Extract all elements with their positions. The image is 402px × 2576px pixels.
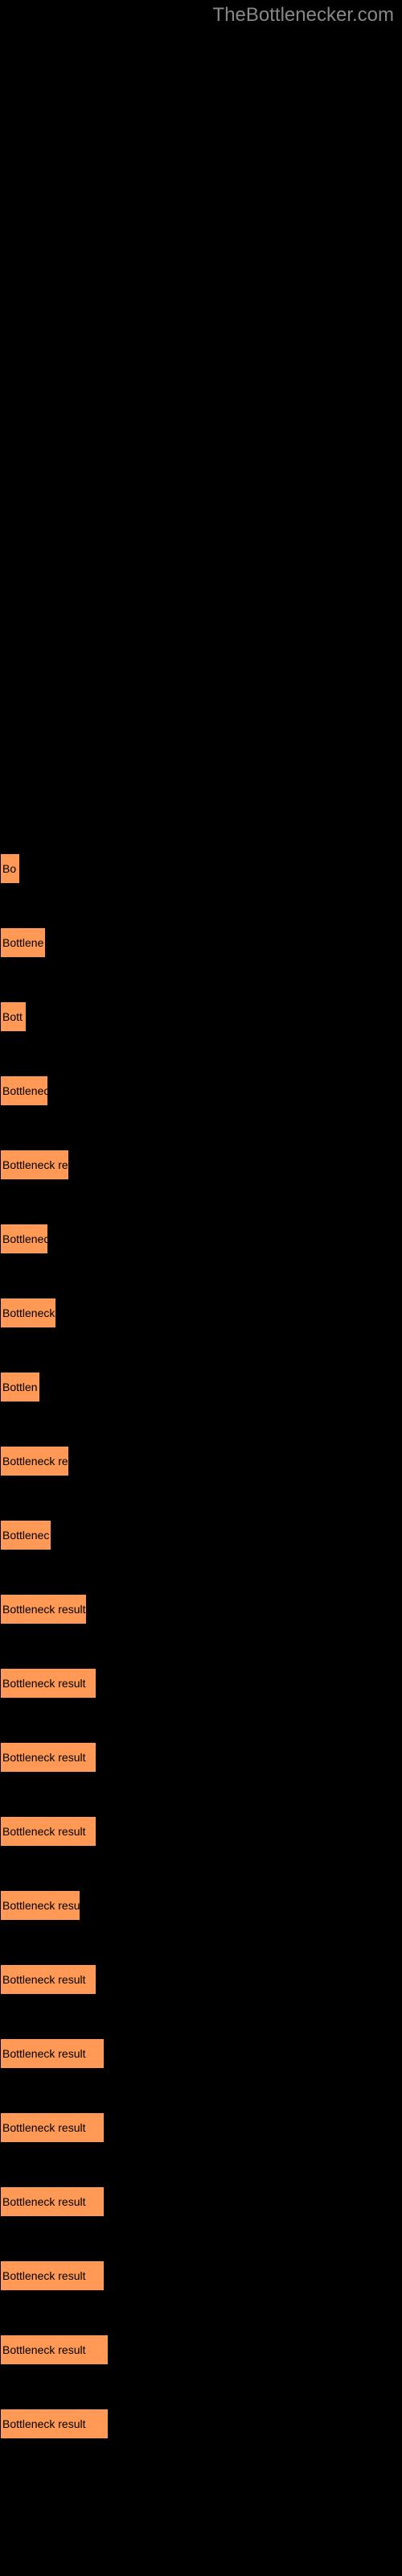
bar-item: Bottlen [0,1372,40,1402]
bar-item: Bottleneck result [0,2038,105,2069]
bar-item: Bottlenec [0,1520,51,1550]
bar-item: Bottleneck resu [0,1890,80,1921]
bar-item: Bottleneck result [0,2260,105,2291]
bar-item: Bottleneck result [0,2112,105,2143]
bar-item: Bottlenec [0,1224,48,1254]
bar-item: Bottleneck result [0,2334,109,2365]
bar-item: Bottleneck re [0,1446,69,1476]
bar-item: Bottleneck result [0,1594,87,1624]
bar-item: Bottleneck [0,1298,56,1328]
bar-item: Bottleneck result [0,2186,105,2217]
watermark-text: TheBottlenecker.com [213,4,394,27]
bar-item: Bottleneck result [0,1964,96,1995]
bar-item: Bottlenec [0,1075,48,1106]
bar-item: Bottlene [0,927,46,958]
bar-item: Bottleneck result [0,1742,96,1773]
bar-item: Bo [0,853,20,884]
bar-item: Bottleneck result [0,1816,96,1847]
bar-item: Bottleneck result [0,1668,96,1699]
bar-item: Bottleneck result [0,2409,109,2439]
bar-item: Bott [0,1001,27,1032]
bar-item: Bottleneck re [0,1150,69,1180]
bars-container: Bo Bottlene Bott Bottlenec Bottleneck re Bott… [0,853,402,2483]
